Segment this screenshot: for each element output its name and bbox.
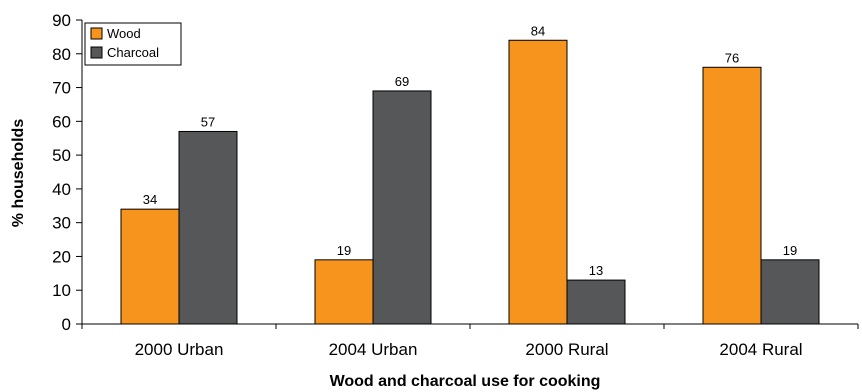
bar-charcoal-1 — [178, 130, 238, 325]
bar-wood-1 — [120, 208, 180, 325]
legend-swatch-wood — [90, 27, 103, 40]
y-tick-label: 70 — [52, 79, 71, 98]
y-tick-label: 50 — [52, 146, 71, 165]
y-tick-label: 40 — [52, 180, 71, 199]
x-category-label: 2000 Urban — [135, 340, 224, 359]
data-labels: 34 19 84 76 57 69 13 19 — [143, 23, 797, 278]
bar-charcoal-2 — [372, 90, 432, 325]
y-tick-label: 10 — [52, 281, 71, 300]
y-tick-label: 0 — [62, 315, 71, 334]
data-label: 57 — [201, 114, 215, 129]
x-axis-title: Wood and charcoal use for cooking — [330, 373, 601, 390]
y-tick-label: 90 — [52, 11, 71, 30]
x-category-label: 2004 Urban — [329, 340, 418, 359]
legend: Wood Charcoal — [84, 22, 182, 66]
legend-label-charcoal: Charcoal — [107, 45, 159, 60]
data-label: 84 — [531, 23, 545, 38]
bars — [120, 39, 820, 325]
y-tick-label: 80 — [52, 45, 71, 64]
data-label: 34 — [143, 192, 157, 207]
bar-wood-3 — [508, 39, 568, 325]
x-axis-category-labels: 2000 Urban 2004 Urban 2000 Rural 2004 Rural — [135, 340, 803, 359]
bar-wood-2 — [314, 259, 374, 325]
y-tick-label: 60 — [52, 112, 71, 131]
data-label: 13 — [589, 263, 603, 278]
data-label: 69 — [395, 74, 409, 89]
bar-charcoal-4 — [760, 259, 820, 325]
y-axis-title: % households — [10, 119, 27, 228]
data-label: 19 — [783, 243, 797, 258]
x-axis-ticks — [81, 324, 859, 329]
y-axis-ticks: 0 10 20 30 40 50 60 70 80 90 — [52, 11, 82, 334]
data-label: 19 — [337, 243, 351, 258]
x-category-label: 2000 Rural — [525, 340, 608, 359]
data-label: 76 — [725, 50, 739, 65]
bar-charcoal-3 — [566, 279, 626, 325]
x-category-label: 2004 Rural — [719, 340, 802, 359]
legend-label-wood: Wood — [107, 26, 141, 41]
y-tick-label: 30 — [52, 214, 71, 233]
legend-swatch-charcoal — [90, 46, 103, 59]
bar-wood-4 — [702, 66, 762, 325]
y-tick-label: 20 — [52, 247, 71, 266]
